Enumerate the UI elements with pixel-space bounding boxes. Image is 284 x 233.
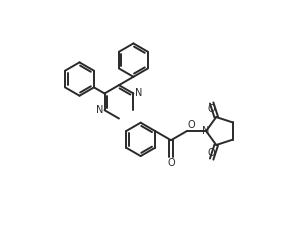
Text: N: N <box>202 126 210 136</box>
Text: O: O <box>188 120 196 130</box>
Text: N: N <box>135 89 142 99</box>
Text: O: O <box>167 158 175 168</box>
Text: O: O <box>208 104 216 114</box>
Text: O: O <box>208 148 216 158</box>
Text: N: N <box>95 105 103 115</box>
